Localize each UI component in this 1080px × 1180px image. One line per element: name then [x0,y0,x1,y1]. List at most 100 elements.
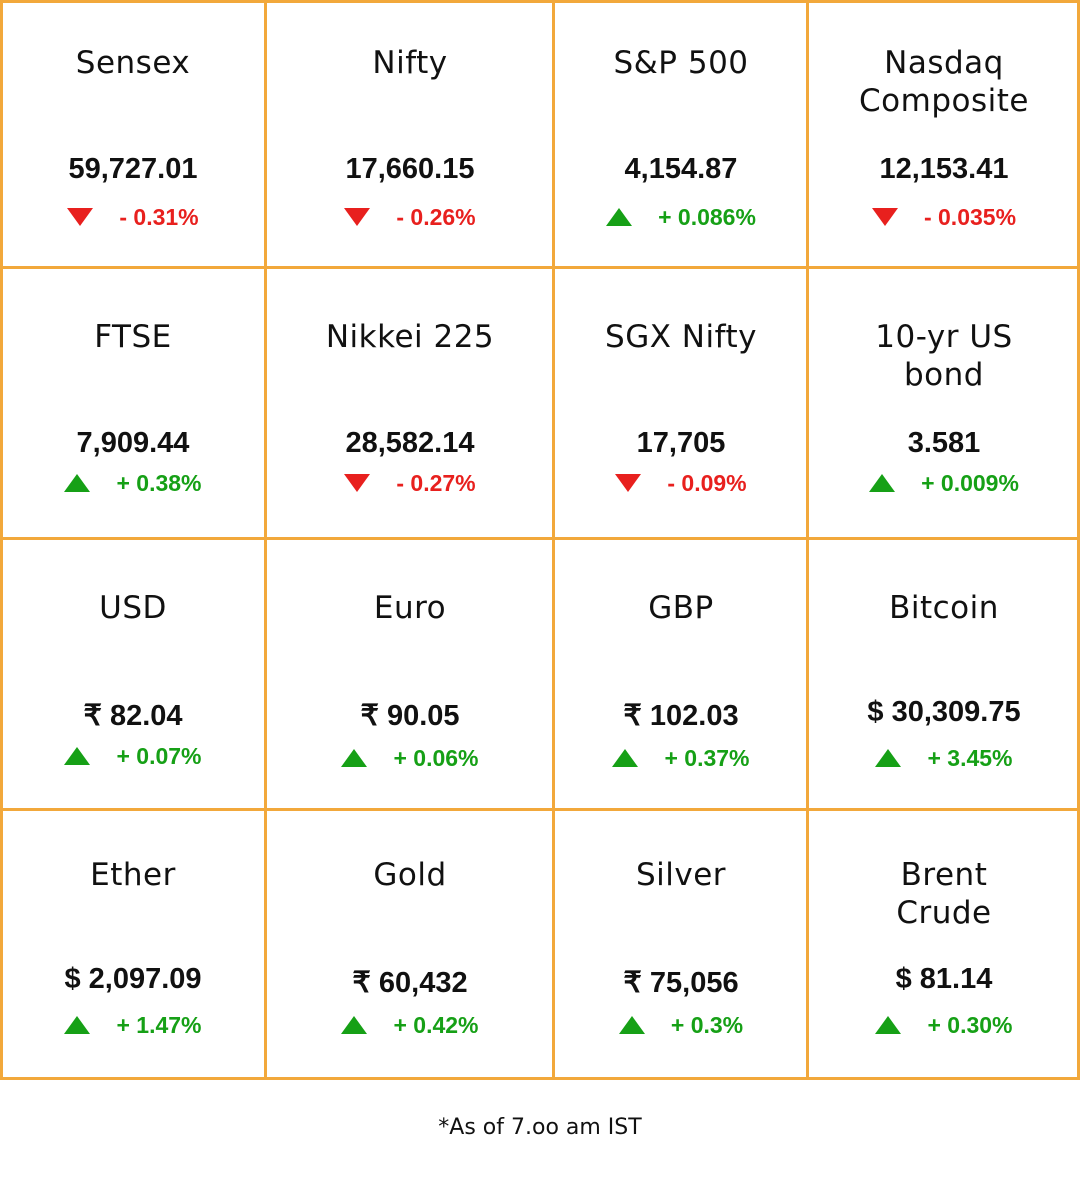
tile-change: + 0.3% [554,1011,808,1039]
triangle-up-icon [869,474,896,492]
tile-change: + 0.42% [266,1011,554,1039]
grid-divider [552,0,555,1080]
tile-change-percent: + 1.47% [116,1012,202,1038]
tile-change-percent: + 0.42% [393,1012,479,1038]
tile-change: + 0.30% [808,1011,1080,1039]
tile-change: + 3.45% [808,744,1080,772]
tile-change: + 0.086% [554,203,808,231]
tile-value: 17,705 [636,427,726,459]
tile-nikkei: Nikkei 225 28,582.14 - 0.27% [266,268,554,539]
tile-gold: Gold ₹ 60,432 + 0.42% [266,810,554,1080]
triangle-up-icon [875,749,902,767]
tile-name: Nasdaq Composite [859,45,1029,119]
grid-divider [0,266,1080,269]
tile-value: $ 2,097.09 [64,963,202,995]
triangle-down-icon [67,208,94,226]
tile-change-percent: - 0.27% [396,470,476,496]
triangle-up-icon [612,749,639,767]
footnote: *As of 7.oo am IST [438,1115,642,1140]
triangle-up-icon [64,474,91,492]
grid-divider [264,0,267,1080]
triangle-down-icon [344,474,371,492]
tile-name: Nifty [372,45,448,81]
tile-change: - 0.035% [808,203,1080,231]
tile-value: ₹ 82.04 [83,700,183,732]
tile-change-percent: + 0.06% [393,745,479,771]
tile-value: 28,582.14 [345,427,475,459]
tile-euro: Euro ₹ 90.05 + 0.06% [266,539,554,810]
tile-change: - 0.09% [554,469,808,497]
tile-value: 4,154.87 [624,153,738,185]
tile-value: 3.581 [907,427,981,459]
triangle-down-icon [344,208,371,226]
tile-change: + 0.06% [266,744,554,772]
tile-value: ₹ 90.05 [360,700,460,732]
tile-name: Silver [635,857,727,893]
tile-name: Brent Crude [896,857,992,931]
triangle-up-icon [64,1016,91,1034]
tile-change: - 0.26% [266,203,554,231]
tile-sgx-nifty: SGX Nifty 17,705 - 0.09% [554,268,808,539]
tile-value: 17,660.15 [345,153,475,185]
triangle-up-icon [64,747,91,765]
tile-name: Bitcoin [889,590,999,626]
tile-value: $ 81.14 [895,963,993,995]
tile-ftse: FTSE 7,909.44 + 0.38% [0,268,266,539]
tile-change-percent: + 0.38% [116,470,202,496]
tile-sensex: Sensex 59,727.01 - 0.31% [0,0,266,268]
grid-divider [0,537,1080,540]
tile-name: Nikkei 225 [325,319,495,355]
tile-change-percent: - 0.035% [923,204,1017,230]
tile-name: S&P 500 [613,45,749,81]
tile-nasdaq: Nasdaq Composite 12,153.41 - 0.035% [808,0,1080,268]
tile-name: Ether [90,857,176,893]
tile-name: 10-yr US bond [875,319,1013,393]
tile-change-percent: + 0.086% [658,204,756,230]
tile-change-percent: + 0.07% [116,743,202,769]
triangle-down-icon [615,474,642,492]
triangle-up-icon [341,749,368,767]
tile-value: 59,727.01 [68,153,198,185]
grid-divider [0,808,1080,811]
tile-change-percent: + 0.30% [927,1012,1013,1038]
tile-change: - 0.27% [266,469,554,497]
tile-value: ₹ 102.03 [623,700,739,732]
tile-us-bond: 10-yr US bond 3.581 + 0.009% [808,268,1080,539]
tile-change-percent: + 0.3% [670,1012,744,1038]
tile-change: + 0.38% [0,469,266,497]
tile-name: FTSE [94,319,172,355]
tile-brent-crude: Brent Crude $ 81.14 + 0.30% [808,810,1080,1080]
tile-change: + 0.37% [554,744,808,772]
triangle-up-icon [875,1016,902,1034]
tile-value: $ 30,309.75 [867,696,1021,728]
tile-name: SGX Nifty [605,319,757,355]
tile-change-percent: + 0.37% [664,745,750,771]
tile-usd: USD ₹ 82.04 + 0.07% [0,539,266,810]
tile-sp500: S&P 500 4,154.87 + 0.086% [554,0,808,268]
tile-silver: Silver ₹ 75,056 + 0.3% [554,810,808,1080]
triangle-up-icon [618,1016,645,1034]
tile-nifty: Nifty 17,660.15 - 0.26% [266,0,554,268]
tile-name: Gold [373,857,447,893]
triangle-up-icon [606,208,633,226]
market-grid [0,0,1080,1080]
tile-change: + 0.009% [808,469,1080,497]
grid-divider [806,0,809,1080]
tile-name: Sensex [75,45,191,81]
tile-value: ₹ 60,432 [352,967,468,999]
tile-change-percent: - 0.09% [667,470,747,496]
tile-name: USD [99,590,167,626]
tile-value: 7,909.44 [76,427,190,459]
tile-value: 12,153.41 [879,153,1009,185]
tile-name: Euro [373,590,447,626]
tile-change: + 0.07% [0,742,266,770]
tile-change: - 0.31% [0,203,266,231]
tile-value: ₹ 75,056 [623,967,739,999]
tile-bitcoin: Bitcoin $ 30,309.75 + 3.45% [808,539,1080,810]
tile-name: GBP [648,590,714,626]
triangle-up-icon [341,1016,368,1034]
tile-change: + 1.47% [0,1011,266,1039]
tile-change-percent: + 3.45% [927,745,1013,771]
tile-gbp: GBP ₹ 102.03 + 0.37% [554,539,808,810]
tile-change-percent: + 0.009% [921,470,1019,496]
